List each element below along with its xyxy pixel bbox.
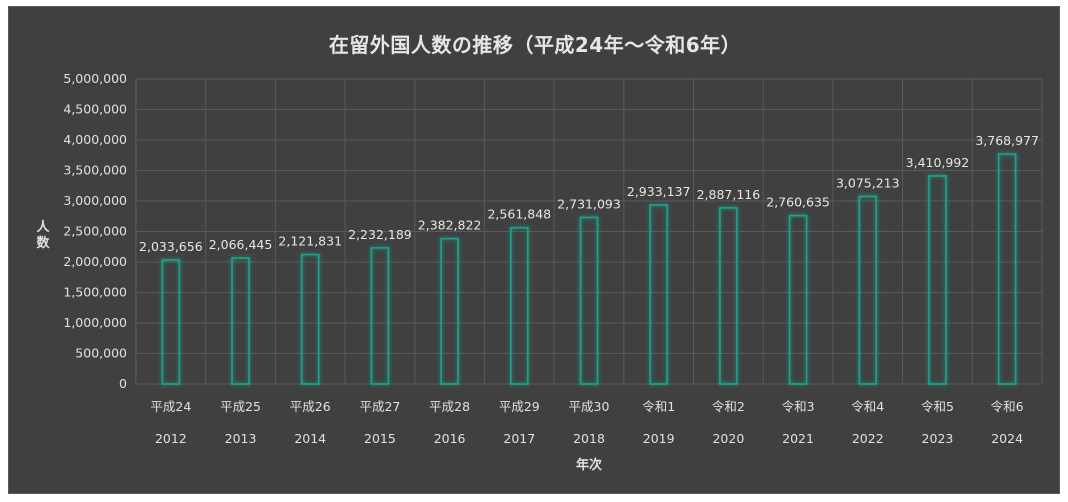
x-tick-label-year: 2020 <box>712 431 744 446</box>
x-tick-label-era: 平成29 <box>499 399 540 414</box>
data-label: 2,066,445 <box>209 237 273 252</box>
x-tick-label-era: 令和5 <box>921 399 954 414</box>
bar <box>300 253 320 385</box>
bar <box>719 207 738 385</box>
y-tick-label: 3,000,000 <box>63 193 127 208</box>
x-tick-label-era: 平成30 <box>569 399 610 414</box>
data-label: 3,075,213 <box>836 175 900 190</box>
x-tick-label-era: 令和2 <box>712 399 745 414</box>
y-tick-label: 1,000,000 <box>63 315 127 330</box>
x-tick-label-year: 2024 <box>991 431 1023 446</box>
x-tick-label-era: 令和4 <box>851 399 884 414</box>
data-label: 3,768,977 <box>975 133 1039 148</box>
bar <box>858 195 878 385</box>
data-label: 2,731,093 <box>557 196 621 211</box>
x-tick-label-era: 平成26 <box>290 399 331 414</box>
chart-title: 在留外国人数の推移（平成24年～令和6年） <box>328 33 742 57</box>
y-tick-label: 500,000 <box>75 346 127 361</box>
x-tick-label-era: 令和1 <box>642 399 675 414</box>
bar <box>928 175 947 385</box>
x-tick-label-year: 2019 <box>643 431 675 446</box>
x-tick-label-year: 2013 <box>225 431 257 446</box>
data-label: 2,232,189 <box>348 227 412 242</box>
bar <box>370 247 390 385</box>
x-tick-label-year: 2022 <box>852 431 884 446</box>
x-tick-label-year: 2017 <box>503 431 535 446</box>
y-tick-label: 3,500,000 <box>63 163 127 178</box>
bar <box>510 226 529 385</box>
x-tick-label-year: 2015 <box>364 431 396 446</box>
data-label: 2,933,137 <box>627 184 691 199</box>
data-label: 3,410,992 <box>906 155 970 170</box>
x-tick-label-year: 2021 <box>782 431 814 446</box>
data-label: 2,121,831 <box>278 234 342 249</box>
x-tick-label-year: 2012 <box>155 431 187 446</box>
bar <box>579 216 599 385</box>
x-tick-label-year: 2023 <box>922 431 954 446</box>
x-tick-label-year: 2016 <box>434 431 466 446</box>
bar <box>161 259 181 385</box>
y-tick-label: 4,500,000 <box>63 102 127 117</box>
data-label: 2,887,116 <box>697 187 761 202</box>
x-axis-title: 年次 <box>576 457 602 473</box>
x-tick-label-year: 2018 <box>573 431 605 446</box>
y-axis-title: 人 <box>36 219 50 235</box>
y-tick-label: 2,500,000 <box>63 224 127 239</box>
x-tick-label-year: 2014 <box>294 431 326 446</box>
chart-frame: 在留外国人数の推移（平成24年～令和6年） 0 500,000 1,000,000 1… <box>8 6 1060 494</box>
data-label: 2,033,656 <box>139 239 203 254</box>
bar <box>788 214 808 385</box>
y-axis-title: 数 <box>36 235 50 251</box>
bar <box>649 204 668 385</box>
x-tick-label-era: 令和3 <box>782 399 815 414</box>
x-tick-label-era: 平成24 <box>150 399 191 414</box>
bar <box>997 153 1017 385</box>
y-tick-label: 0 <box>119 376 127 391</box>
y-tick-label: 4,000,000 <box>63 132 127 147</box>
y-tick-label: 1,500,000 <box>63 285 127 300</box>
chart-plot: 0 500,000 1,000,000 1,500,000 2,000,000 2,500… <box>36 71 1043 473</box>
x-tick-label-era: 平成25 <box>220 399 261 414</box>
y-tick-label: 5,000,000 <box>63 71 127 86</box>
bar <box>231 257 250 385</box>
y-tick-label: 2,000,000 <box>63 254 127 269</box>
x-tick-label-era: 平成28 <box>429 399 470 414</box>
data-label: 2,561,848 <box>487 207 551 222</box>
data-label: 2,760,635 <box>766 195 830 210</box>
bar <box>440 237 459 385</box>
x-tick-label-era: 令和6 <box>991 399 1024 414</box>
x-tick-label-era: 平成27 <box>359 399 400 414</box>
data-label: 2,382,822 <box>418 218 482 233</box>
